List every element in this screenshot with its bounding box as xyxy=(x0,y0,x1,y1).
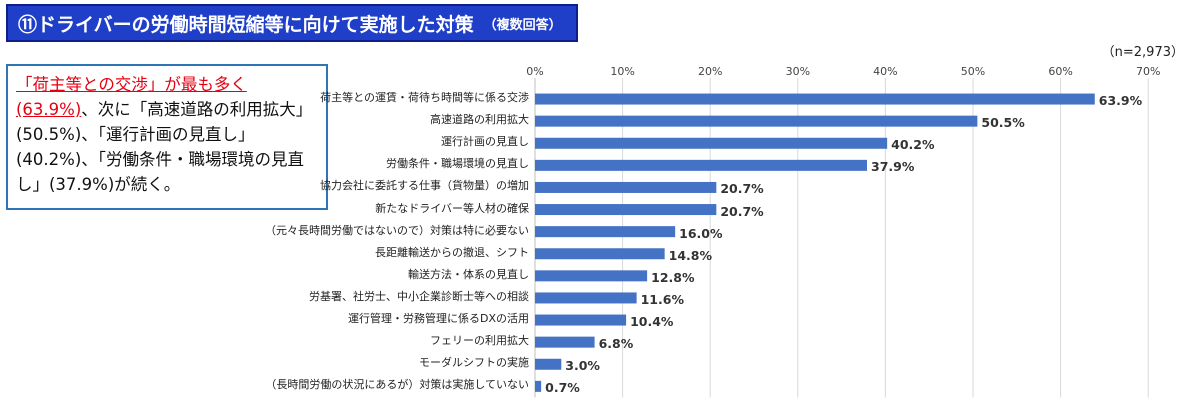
category-label: フェリーの利用拡大 xyxy=(430,334,529,348)
value-label: 16.0% xyxy=(679,225,723,241)
sample-size-label: （n=2,973） xyxy=(1101,45,1184,60)
chart-title: ⑪ドライバーの労働時間短縮等に向けて実施した対策 xyxy=(18,13,474,36)
category-label: 労働条件・職場環境の見直し xyxy=(386,157,529,171)
category-label: モーダルシフトの実施 xyxy=(419,356,529,370)
x-tick-label: 20% xyxy=(697,65,723,78)
bar xyxy=(535,314,627,326)
bar xyxy=(535,292,637,304)
bar xyxy=(535,204,717,216)
category-label: （元々長時間労働ではないので）対策は特に必要ない xyxy=(265,223,529,237)
bar xyxy=(535,93,1095,105)
value-label: 3.0% xyxy=(565,358,600,374)
value-label: 10.4% xyxy=(630,314,674,330)
category-label: 運行管理・労務管理に係るDXの活用 xyxy=(347,312,529,326)
category-label: 長距離輸送からの撤退、シフト xyxy=(375,245,529,259)
value-label: 11.6% xyxy=(640,291,684,307)
value-label: 50.5% xyxy=(981,115,1025,131)
title-banner: ⑪ドライバーの労働時間短縮等に向けて実施した対策 （複数回答） xyxy=(6,4,578,42)
x-tick-label: 40% xyxy=(873,65,898,78)
x-tick-label: 50% xyxy=(960,65,986,78)
value-label: 12.8% xyxy=(651,269,695,285)
chart-title-note: （複数回答） xyxy=(483,17,562,33)
value-label: 40.2% xyxy=(891,137,935,153)
value-label: 37.9% xyxy=(871,159,915,175)
bar xyxy=(535,226,676,238)
category-label: 労基署、社労士、中小企業診断士等への相談 xyxy=(309,289,529,303)
summary-callout: 「荷主等との交渉」が最も多く(63.9%)、次に「高速道路の利用拡大」(50.5… xyxy=(6,64,328,210)
x-tick-label: 0% xyxy=(526,65,544,78)
x-tick-label: 60% xyxy=(1048,65,1073,78)
category-label: 輸送方法・体系の見直し xyxy=(408,267,529,281)
value-label: 20.7% xyxy=(720,181,764,197)
category-label: 荷主等との運賃・荷待ち時間等に係る交渉 xyxy=(320,91,529,105)
bar xyxy=(535,248,665,260)
bar xyxy=(535,358,562,370)
bar xyxy=(535,137,888,149)
bar xyxy=(535,115,978,127)
category-label: 運行計画の見直し xyxy=(441,135,529,149)
x-tick-label: 10% xyxy=(610,65,635,78)
value-label: 0.7% xyxy=(545,380,580,396)
callout-highlight: 「荷主等との交渉」が最も多く(63.9%) xyxy=(16,75,247,119)
bar xyxy=(535,336,595,348)
category-label: 高速道路の利用拡大 xyxy=(430,113,529,127)
value-label: 6.8% xyxy=(598,336,634,352)
value-label: 63.9% xyxy=(1098,93,1143,109)
x-tick-label: 70% xyxy=(1135,65,1161,78)
value-label: 14.8% xyxy=(668,247,713,263)
value-label: 20.7% xyxy=(720,203,764,219)
category-label: 協力会社に委託する仕事（貨物量）の増加 xyxy=(320,179,529,193)
bar xyxy=(535,270,648,282)
bar xyxy=(535,181,717,193)
bar xyxy=(535,380,542,392)
category-label: （長時間労働の状況にあるが）対策は実施していない xyxy=(265,378,529,392)
x-tick-label: 30% xyxy=(785,65,811,78)
callout-text: 、次に「高速道路の利用拡大」(50.5%)、「運行計画の見直し」(40.2%)、… xyxy=(16,100,313,194)
category-label: 新たなドライバー等人材の確保 xyxy=(375,201,529,215)
bar xyxy=(535,159,868,171)
